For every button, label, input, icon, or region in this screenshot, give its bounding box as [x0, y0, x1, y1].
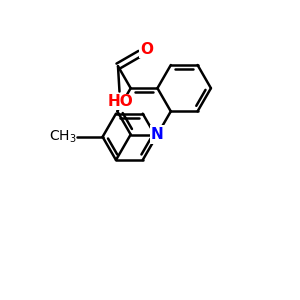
Text: HO: HO: [107, 94, 133, 110]
Text: O: O: [140, 42, 153, 57]
Text: N: N: [151, 127, 164, 142]
Text: CH$_3$: CH$_3$: [49, 129, 76, 145]
